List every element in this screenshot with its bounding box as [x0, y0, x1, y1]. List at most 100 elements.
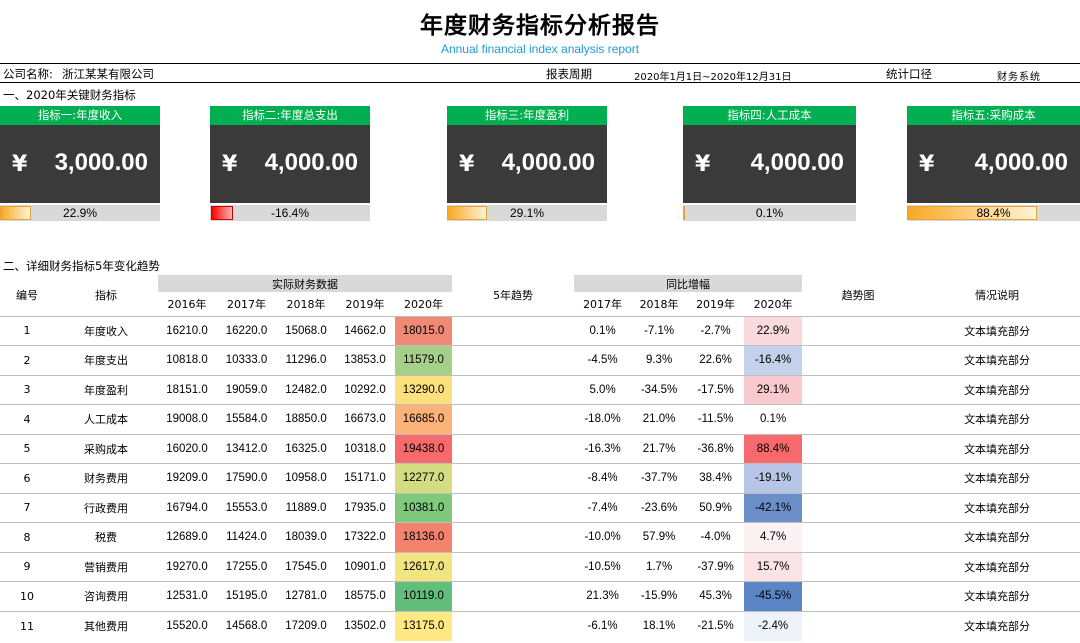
currency-symbol: ¥	[695, 152, 711, 177]
table-row: 4 人工成本 19008.0 15584.0 18850.0 16673.0 16685.0…	[0, 404, 1080, 434]
actual-value: 14662.0	[335, 315, 395, 346]
actual-value: 10119.0	[395, 581, 453, 611]
databar-fill	[683, 206, 685, 220]
trend-chart-cell	[802, 345, 915, 375]
yoy-value: -15.9%	[631, 581, 688, 611]
actual-value: 18151.0	[158, 374, 216, 405]
yoy-value: -42.1%	[744, 492, 803, 523]
trend-chart-cell	[802, 610, 915, 641]
yoy-value: 9.3%	[631, 345, 688, 375]
actual-value: 16673.0	[335, 404, 395, 434]
row-number: 10	[0, 581, 54, 611]
yoy-value: -7.4%	[574, 492, 632, 523]
kpi-value: 3,000.00	[54, 149, 148, 176]
trend-chart-cell	[802, 374, 915, 405]
indicator-name: 咨询费用	[54, 581, 158, 611]
period-value: 2020年1月1日~2020年12月31日	[634, 72, 792, 83]
kpi-pct: 22.9%	[62, 206, 98, 220]
actual-value: 18015.0	[395, 315, 453, 346]
actual-value: 13502.0	[335, 610, 395, 641]
actual-value: 15553.0	[216, 492, 277, 523]
indicator-name: 年度盈利	[54, 374, 158, 405]
row-number: 6	[0, 463, 54, 493]
databar-fill	[907, 206, 1037, 220]
yoy-value: -10.5%	[574, 551, 632, 582]
kpi-card-3: 指标三:年度盈利 ¥ 4,000.00 29.1%	[447, 106, 607, 221]
trend-chart-cell	[802, 551, 915, 582]
table-body: 1 年度收入 16210.0 16220.0 15068.0 14662.0 18015.0…	[0, 315, 1080, 641]
note-text: 文本填充部分	[914, 315, 1080, 346]
sparkline-cell	[452, 315, 575, 346]
indicator-name: 财务费用	[54, 463, 158, 493]
yoy-value: -11.5%	[687, 404, 745, 434]
actual-value: 17545.0	[277, 551, 335, 582]
kpi-pct: 0.1%	[755, 206, 784, 220]
yoy-value: 21.0%	[631, 404, 688, 434]
yoy-value: 4.7%	[744, 522, 803, 552]
trend-chart-cell	[802, 433, 915, 464]
actual-value: 10318.0	[335, 433, 395, 464]
actual-value: 13175.0	[395, 610, 453, 641]
note-text: 文本填充部分	[914, 433, 1080, 464]
actual-value: 12277.0	[395, 463, 453, 493]
indicator-name: 人工成本	[54, 404, 158, 434]
actual-value: 19209.0	[158, 463, 216, 493]
report-info-row: 公司名称: 浙江某某有限公司 报表周期 2020年1月1日~2020年12月31…	[0, 63, 1080, 83]
table-row: 11 其他费用 15520.0 14568.0 17209.0 13502.0 13175.…	[0, 610, 1080, 641]
note-text: 文本填充部分	[914, 551, 1080, 582]
yoy-value: -23.6%	[631, 492, 688, 523]
actual-value: 19008.0	[158, 404, 216, 434]
section-trend: 二、详细财务指标5年变化趋势	[3, 259, 160, 273]
yoy-value: -21.5%	[687, 610, 745, 641]
indicator-name: 年度收入	[54, 315, 158, 346]
sparkline-cell	[452, 433, 575, 464]
yoy-value: -10.0%	[574, 522, 632, 552]
actual-value: 11579.0	[395, 345, 453, 375]
kpi-databar: -16.4%	[210, 205, 370, 221]
trend-chart-cell	[802, 581, 915, 611]
actual-value: 19438.0	[395, 433, 453, 464]
currency-symbol: ¥	[459, 152, 475, 177]
actual-value: 10292.0	[335, 374, 395, 405]
actual-value: 13853.0	[335, 345, 395, 375]
indicator-name: 其他费用	[54, 610, 158, 641]
yoy-value: -45.5%	[744, 581, 803, 611]
table-row: 10 咨询费用 12531.0 15195.0 12781.0 18575.0 10119.…	[0, 581, 1080, 611]
yoy-value: 22.9%	[744, 315, 803, 346]
yoy-value: -6.1%	[574, 610, 632, 641]
header-trend-chart: 趋势图	[841, 289, 875, 303]
actual-value: 19059.0	[216, 374, 277, 405]
yoy-value: 57.9%	[631, 522, 688, 552]
trend-chart-cell	[802, 522, 915, 552]
yoy-value: -19.1%	[744, 463, 803, 493]
header-no: 编号	[16, 289, 38, 303]
actual-value: 18039.0	[277, 522, 335, 552]
sparkline-cell	[452, 404, 575, 434]
table-row: 8 税费 12689.0 11424.0 18039.0 17322.0 18136.0 -1…	[0, 522, 1080, 552]
actual-value: 17322.0	[335, 522, 395, 552]
actual-value: 12617.0	[395, 551, 453, 582]
note-text: 文本填充部分	[914, 345, 1080, 375]
yoy-value: -16.3%	[574, 433, 632, 464]
header-yoy: 同比增幅	[574, 275, 803, 292]
yoy-value: -7.1%	[631, 315, 688, 346]
yoy-value: 21.7%	[631, 433, 688, 464]
sparkline-cell	[452, 492, 575, 523]
report-title: 年度财务指标分析报告	[420, 13, 660, 39]
yoy-value: 18.1%	[631, 610, 688, 641]
actual-value: 10818.0	[158, 345, 216, 375]
actual-value: 14568.0	[216, 610, 277, 641]
kpi-title: 指标一:年度收入	[0, 106, 160, 125]
kpi-card-1: 指标一:年度收入 ¥ 3,000.00 22.9%	[0, 106, 160, 221]
actual-value: 18136.0	[395, 522, 453, 552]
table-row: 7 行政费用 16794.0 15553.0 11889.0 17935.0 10381.0…	[0, 492, 1080, 523]
table-row: 2 年度支出 10818.0 10333.0 11296.0 13853.0 11579.0…	[0, 345, 1080, 375]
yoy-value: -37.7%	[631, 463, 688, 493]
kpi-title: 指标五:采购成本	[907, 106, 1080, 125]
actual-value: 17255.0	[216, 551, 277, 582]
actual-value: 11296.0	[277, 345, 335, 375]
indicator-name: 年度支出	[54, 345, 158, 375]
yoy-value: 0.1%	[744, 404, 803, 434]
table-row: 1 年度收入 16210.0 16220.0 15068.0 14662.0 18015.0…	[0, 315, 1080, 346]
note-text: 文本填充部分	[914, 581, 1080, 611]
